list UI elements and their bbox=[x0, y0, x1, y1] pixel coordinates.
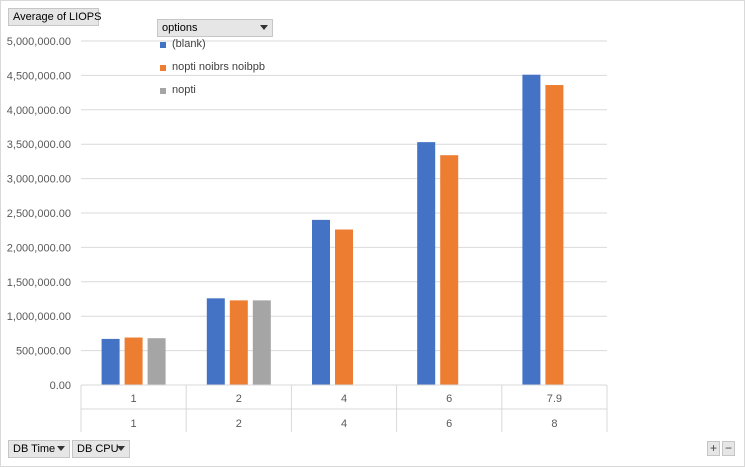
x-group-label: 1 bbox=[131, 418, 137, 430]
x-group-label: 8 bbox=[551, 418, 557, 430]
bar bbox=[147, 338, 166, 385]
bar bbox=[101, 338, 120, 385]
y-tick-label: 500,000.00 bbox=[16, 346, 71, 358]
y-tick-label: 1,500,000.00 bbox=[7, 277, 71, 289]
bar bbox=[124, 337, 143, 385]
legend-field-button[interactable]: options bbox=[157, 19, 273, 37]
axis-field-button-db-time[interactable]: DB Time bbox=[8, 440, 70, 458]
dropdown-arrow-icon[interactable] bbox=[260, 25, 268, 30]
y-tick-label: 4,000,000.00 bbox=[7, 105, 71, 117]
expand-button[interactable]: + bbox=[707, 441, 720, 456]
bar bbox=[440, 155, 459, 385]
bar bbox=[335, 229, 353, 385]
legend-label: nopti bbox=[172, 84, 196, 96]
bar bbox=[522, 74, 541, 385]
y-tick-label: 3,000,000.00 bbox=[7, 174, 71, 186]
y-tick-label: 4,500,000.00 bbox=[7, 70, 71, 82]
legend-label: nopti noibrs noibpb bbox=[172, 61, 265, 73]
x-group-label: 4 bbox=[341, 418, 347, 430]
y-tick-label: 5,000,000.00 bbox=[7, 36, 71, 48]
axis-field-label: DB CPU bbox=[77, 443, 119, 455]
x-tick-label: 2 bbox=[236, 393, 242, 405]
value-field-label: Average of LIOPS bbox=[13, 11, 102, 23]
x-group-label: 2 bbox=[236, 418, 242, 430]
dropdown-arrow-icon[interactable] bbox=[57, 446, 65, 451]
bar bbox=[545, 85, 564, 386]
x-group-label: 6 bbox=[446, 418, 452, 430]
y-tick-label: 2,500,000.00 bbox=[7, 208, 71, 220]
legend-swatch bbox=[160, 65, 166, 71]
y-tick-label: 1,000,000.00 bbox=[7, 311, 71, 323]
axis-field-label: DB Time bbox=[13, 443, 56, 455]
legend-swatch bbox=[160, 88, 166, 94]
legend-label: (blank) bbox=[172, 38, 206, 50]
x-tick-label: 6 bbox=[446, 393, 452, 405]
y-tick-label: 3,500,000.00 bbox=[7, 139, 71, 151]
y-tick-label: 2,000,000.00 bbox=[7, 242, 71, 254]
bar bbox=[417, 142, 436, 385]
bar bbox=[229, 300, 248, 385]
x-tick-label: 4 bbox=[341, 393, 347, 405]
legend-swatch bbox=[160, 42, 166, 48]
axis-field-button-db-cpu[interactable]: DB CPU bbox=[72, 440, 130, 458]
collapse-button[interactable]: − bbox=[722, 441, 735, 456]
bar bbox=[312, 219, 330, 385]
x-tick-label: 7.9 bbox=[547, 393, 562, 405]
bar bbox=[252, 300, 271, 385]
x-tick-label: 1 bbox=[131, 393, 137, 405]
legend-field-label: options bbox=[162, 22, 198, 34]
bar bbox=[206, 298, 225, 385]
value-field-button[interactable]: Average of LIOPS bbox=[8, 8, 102, 26]
dropdown-arrow-icon[interactable] bbox=[117, 446, 125, 451]
y-tick-label: 0.00 bbox=[50, 380, 71, 392]
